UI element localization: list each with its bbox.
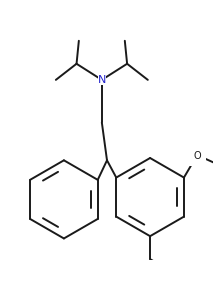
Text: N: N	[98, 75, 106, 85]
Text: O: O	[194, 151, 202, 161]
